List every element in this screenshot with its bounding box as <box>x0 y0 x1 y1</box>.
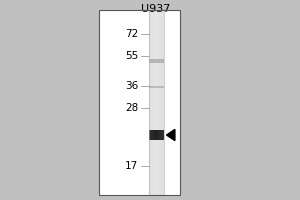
Polygon shape <box>167 129 175 141</box>
Text: 55: 55 <box>125 51 138 61</box>
Text: 72: 72 <box>125 29 138 39</box>
Text: 36: 36 <box>125 81 138 91</box>
Bar <box>99 10 180 195</box>
Text: U937: U937 <box>141 4 171 14</box>
Bar <box>99 10 180 195</box>
Text: 17: 17 <box>125 161 138 171</box>
Text: 28: 28 <box>125 103 138 113</box>
Bar <box>148 10 164 195</box>
